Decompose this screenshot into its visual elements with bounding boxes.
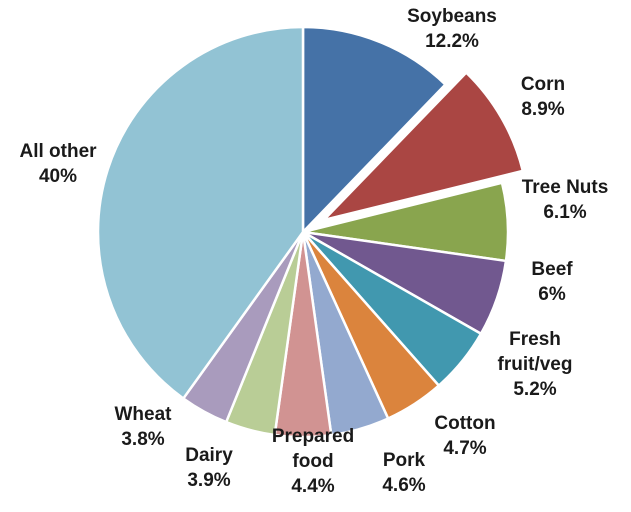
- slice-name-label: Fresh: [509, 329, 561, 350]
- slice-label-wheat: Wheat 3.8%: [115, 404, 173, 450]
- slice-value-label: 3.8%: [121, 429, 164, 450]
- slice-name-label: Wheat: [115, 404, 173, 425]
- pie-slice-corn: [322, 71, 525, 222]
- pie-slices: [96, 25, 525, 439]
- pie-labels: Soybeans 12.2% Corn 8.9% Tree Nuts 6.1% Beef 6%…: [19, 6, 608, 497]
- slice-value-label: 12.2%: [425, 31, 479, 52]
- slice-name-label: Soybeans: [407, 6, 497, 27]
- slice-value-label: 8.9%: [521, 99, 564, 120]
- slice-label-all-other: All other 40%: [19, 141, 97, 187]
- slice-label-dairy: Dairy 3.9%: [185, 445, 233, 491]
- slice-label-fresh-fruit-veg: Fresh fruit/veg 5.2%: [498, 329, 573, 400]
- slice-name-label: fruit/veg: [498, 354, 573, 375]
- slice-name-label: All other: [19, 141, 97, 162]
- slice-name-label: Beef: [531, 259, 573, 280]
- slice-label-prepared-food: Prepared food 4.4%: [272, 426, 354, 497]
- slice-label-cotton: Cotton 4.7%: [434, 413, 495, 459]
- slice-name-label: Cotton: [434, 413, 495, 434]
- slice-value-label: 6.1%: [543, 202, 586, 223]
- slice-label-pork: Pork 4.6%: [382, 450, 425, 496]
- slice-name-label: food: [292, 451, 333, 472]
- slice-value-label: 4.4%: [291, 476, 334, 497]
- pie-slice-soybeans: [301, 25, 447, 234]
- slice-label-soybeans: Soybeans 12.2%: [407, 6, 497, 52]
- slice-label-beef: Beef 6%: [531, 259, 573, 305]
- slice-value-label: 40%: [39, 166, 77, 187]
- slice-value-label: 6%: [538, 284, 566, 305]
- slice-value-label: 5.2%: [513, 379, 556, 400]
- pie-slice-all-other: [96, 25, 305, 400]
- slice-label-corn: Corn 8.9%: [521, 74, 565, 120]
- slice-value-label: 3.9%: [187, 470, 230, 491]
- slice-label-tree-nuts: Tree Nuts 6.1%: [522, 177, 609, 223]
- slice-value-label: 4.7%: [443, 438, 486, 459]
- slice-name-label: Pork: [383, 450, 426, 471]
- slice-name-label: Prepared: [272, 426, 354, 447]
- slice-value-label: 4.6%: [382, 475, 425, 496]
- slice-name-label: Corn: [521, 74, 565, 95]
- slice-name-label: Dairy: [185, 445, 233, 466]
- slice-name-label: Tree Nuts: [522, 177, 609, 198]
